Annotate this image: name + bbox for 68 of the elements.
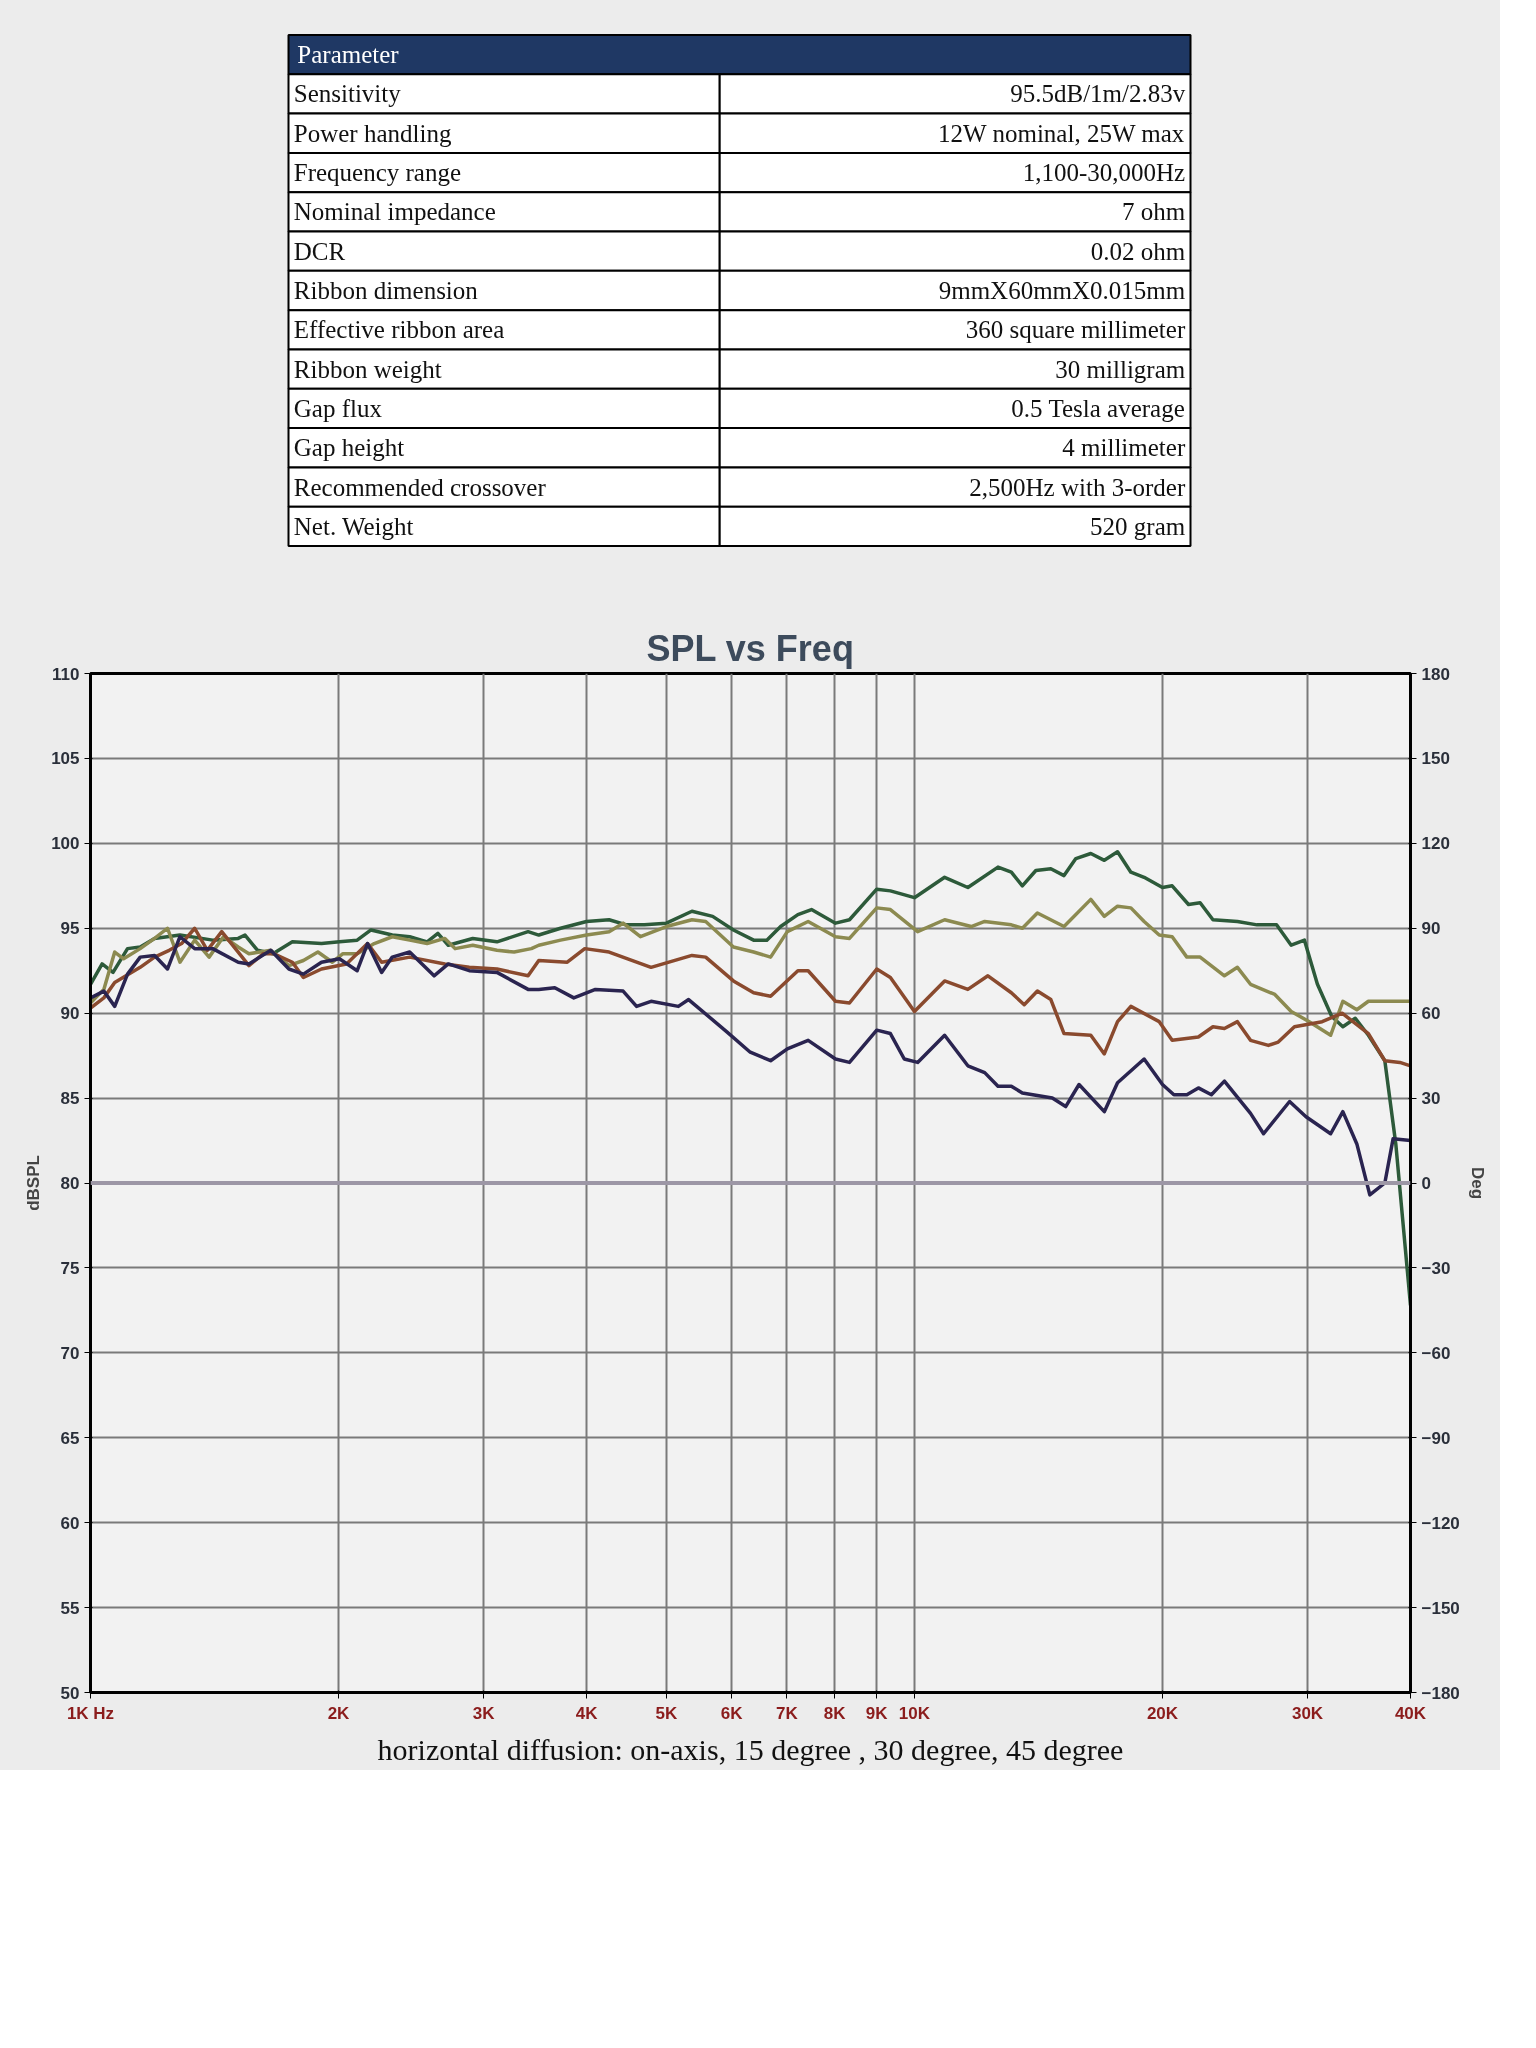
text: Sensitivity xyxy=(293,80,402,108)
x-tick-label: 6K xyxy=(720,1703,744,1723)
text: Power handling xyxy=(293,119,452,147)
text: 12W nominal, 25W max xyxy=(938,119,1185,147)
text: DCR xyxy=(293,237,346,265)
y-tick-label: 95 xyxy=(60,919,80,939)
text: Gap height xyxy=(293,434,405,462)
y2-tick-label: 30 xyxy=(1421,1089,1441,1109)
x-tick-label: 1K Hz xyxy=(66,1703,115,1723)
text: Parameter xyxy=(297,41,400,69)
x-tick-label: 8K xyxy=(823,1703,847,1723)
x-tick-label: 10K xyxy=(898,1703,931,1723)
y-tick-label: 75 xyxy=(60,1258,80,1278)
x-tick-label: 40K xyxy=(1394,1703,1427,1723)
text: Recommended crossover xyxy=(293,473,547,501)
y-tick-label: 105 xyxy=(51,749,80,769)
y-tick-label: 60 xyxy=(60,1513,80,1533)
chart-title: SPL vs Freq xyxy=(646,627,854,669)
text: 0.5 Tesla average xyxy=(1011,394,1185,422)
y2-tick-label: −90 xyxy=(1421,1428,1451,1448)
text: Effective ribbon area xyxy=(293,316,505,344)
y-tick-label: 65 xyxy=(60,1428,80,1448)
y-tick-label: 100 xyxy=(51,834,80,854)
x-tick-label: 20K xyxy=(1146,1703,1179,1723)
y2-axis-title: Deg xyxy=(1467,1166,1487,1200)
text: Ribbon dimension xyxy=(293,277,479,304)
x-tick-label: 9K xyxy=(865,1703,889,1723)
text: 30 milligram xyxy=(1055,355,1186,383)
x-tick-label: 7K xyxy=(775,1703,799,1723)
text: Frequency range xyxy=(293,159,462,187)
text: 95.5dB/1m/2.83v xyxy=(1010,80,1186,108)
y2-tick-label: 60 xyxy=(1421,1004,1441,1024)
text: Nominal impedance xyxy=(293,198,496,226)
y-tick-label: 55 xyxy=(60,1598,80,1618)
x-tick-label: 2K xyxy=(327,1703,351,1723)
y-tick-label: 70 xyxy=(60,1343,80,1363)
y2-tick-label: 180 xyxy=(1421,664,1450,684)
x-tick-label: 3K xyxy=(472,1703,496,1723)
y2-tick-label: 0 xyxy=(1421,1174,1431,1193)
y2-tick-label: −150 xyxy=(1421,1598,1460,1618)
y2-tick-label: −120 xyxy=(1421,1513,1460,1533)
text: 1,100-30,000Hz xyxy=(1022,159,1186,187)
y-tick-label: 80 xyxy=(60,1174,80,1193)
text: 9mmX60mmX0.015mm xyxy=(938,277,1186,304)
y2-tick-label: 150 xyxy=(1421,749,1450,769)
text: 4 millimeter xyxy=(1062,434,1186,462)
y2-tick-label: −180 xyxy=(1421,1683,1460,1703)
text: 360 square millimeter xyxy=(965,316,1186,344)
text: Net. Weight xyxy=(293,512,414,540)
text: 2,500Hz with 3-order xyxy=(969,473,1186,501)
y-tick-label: 90 xyxy=(60,1004,80,1024)
y-tick-label: 110 xyxy=(52,664,80,684)
y-axis-title: dBSPL xyxy=(24,1155,44,1211)
text: Ribbon weight xyxy=(293,355,442,383)
x-tick-label: 5K xyxy=(655,1703,678,1723)
y-tick-label: 85 xyxy=(60,1089,80,1109)
text: 0.02 ohm xyxy=(1090,237,1186,265)
text: 7 ohm xyxy=(1122,198,1186,226)
y2-tick-label: 120 xyxy=(1421,834,1450,854)
text: 520 gram xyxy=(1090,512,1186,540)
y2-tick-label: 90 xyxy=(1421,919,1441,939)
y2-tick-label: −60 xyxy=(1421,1343,1451,1363)
text: Gap flux xyxy=(293,394,383,422)
x-tick-label: 4K xyxy=(575,1703,599,1723)
y2-tick-label: −30 xyxy=(1421,1258,1451,1278)
x-tick-label: 30K xyxy=(1291,1703,1324,1723)
y-tick-label: 50 xyxy=(60,1683,80,1703)
text: horizontal diffusion: on-axis, 15 degree , 30 degree, 45 degree xyxy=(377,1732,1124,1766)
